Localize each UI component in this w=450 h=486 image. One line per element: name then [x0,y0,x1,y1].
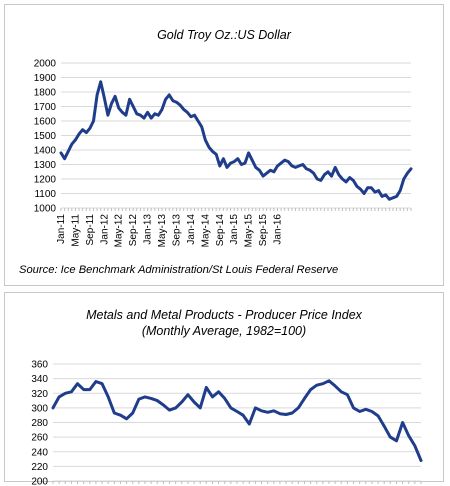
y-tick-label: 240 [31,447,48,458]
x-tick-label: Jan-14 [186,214,197,245]
y-tick-label: 1100 [34,189,56,200]
x-tick-label: Jan-16 [272,214,283,245]
y-tick-label: 1800 [34,88,57,99]
y-tick-label: 1300 [34,160,57,171]
y-tick-label: 200 [31,477,48,486]
ppi-chart-plot: 200 220 240 260 280 300 320 340 360 [31,360,423,486]
gold-chart-title: Gold Troy Oz.:US Dollar [157,28,291,42]
ppi-chart-title: Metals and Metal Products - Producer Pri… [86,308,362,338]
y-tick-label: 300 [31,403,48,414]
y-tick-label: 260 [31,433,48,444]
y-tick-label: 1500 [34,131,57,142]
x-tick-label: Sep-12 [128,214,139,247]
y-tick-label: 1700 [34,102,57,113]
y-tick-label: 1600 [34,117,57,128]
x-tick-label: May-11 [70,214,81,247]
x-tick-label: May-12 [114,214,125,248]
x-tick-label: Sep-15 [258,214,269,247]
x-tick-label: May-13 [157,214,168,248]
x-tick-label: Jan-12 [99,214,110,245]
y-tick-label: 1900 [34,73,57,84]
x-tick-label: Jan-13 [143,214,154,245]
ppi-chart-panel: Metals and Metal Products - Producer Pri… [4,292,444,486]
x-tick-label: May-15 [244,214,255,248]
y-tick-label: 2000 [34,59,57,70]
series-line [59,80,413,201]
y-tick-label: 360 [31,360,48,371]
y-tick-label: 280 [31,418,48,429]
x-tick-label: Jan-15 [229,214,240,245]
y-tick-label: 1400 [34,146,57,157]
gold-chart-plot: 1000 1100 1200 1300 1400 1500 1600 1700 1800 1900… [34,59,413,248]
x-tick-label: Sep-14 [215,214,226,247]
x-tick-label: Sep-11 [85,214,96,246]
x-tick-label: Jan-11 [56,214,67,244]
series-line [51,379,423,462]
y-tick-label: 220 [31,462,48,473]
y-tick-label: 1200 [34,175,57,186]
y-tick-label: 1000 [34,204,57,215]
x-tick-label: May-14 [200,214,211,248]
gold-chart-source: Source: Ice Benchmark Administration/St … [19,264,339,276]
y-tick-label: 340 [31,374,48,385]
gold-chart-panel: Gold Troy Oz.:US Dollar 1000 1100 1200 1300… [4,4,444,286]
x-tick-label: Sep-13 [171,214,182,247]
y-tick-label: 320 [31,389,48,400]
